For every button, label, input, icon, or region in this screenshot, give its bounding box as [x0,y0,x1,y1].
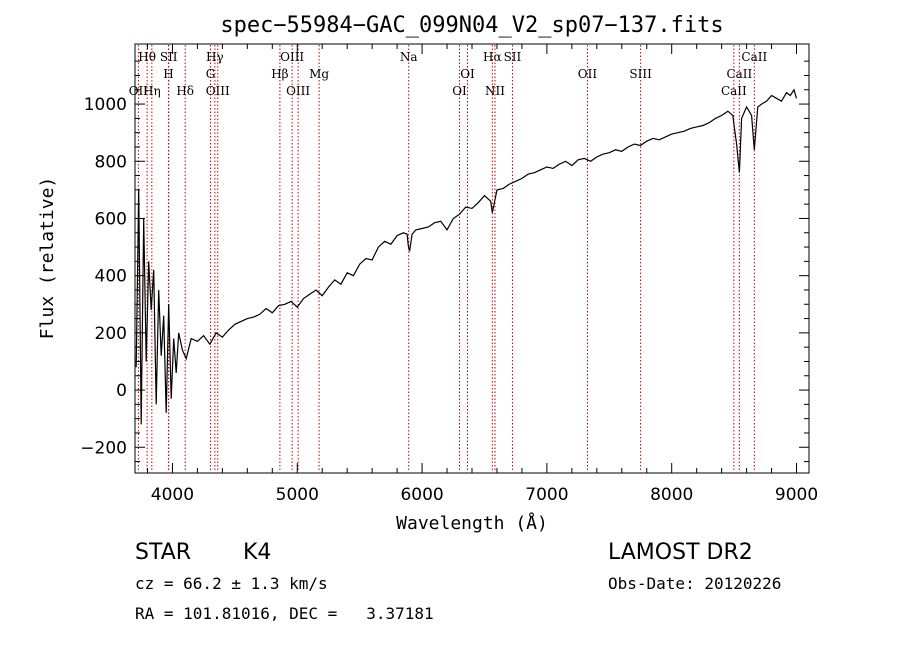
line-marker-label: CaⅠⅠ [726,67,752,81]
y-tick-label: −200 [80,438,127,458]
line-marker-label: Hγ [206,50,224,64]
line-marker-label: SⅠⅠ [160,50,178,64]
plot-frame [134,43,810,474]
line-marker-label: OⅠⅠⅠ [286,84,310,98]
line-marker-label: OⅠⅠⅠ [206,84,230,98]
spectrum-chart: spec−55984−GAC_099N04_V2_sp07−137.fits W… [37,13,818,534]
y-tick-label: 400 [95,267,127,287]
y-tick-label: 0 [116,381,127,401]
line-marker-label: H [163,67,173,81]
line-marker-label: CaⅠⅠ [721,84,747,98]
line-marker-label: G [206,67,216,81]
line-marker-label: Na [400,50,418,64]
line-marker-label: CaⅠⅠ [741,50,767,64]
line-marker-label: Hβ [271,67,288,81]
coords-line: RA = 101.81016, DEC = 3.37181 [135,604,434,623]
object-class: STAR [135,540,192,565]
line-marker-labels: OⅠⅠ Hθ Hη SⅠⅠ HHδ Hγ G OⅠⅠⅠ OⅠⅠⅠ Hβ OⅠⅠⅠ Mg Na OⅠ OⅠ Hα… [129,50,768,98]
y-tick-label: 800 [95,152,127,172]
redshift-line: cz = 66.2 ± 1.3 km/s [135,574,328,593]
y-tick-label: 1000 [84,95,127,115]
survey-label: LAMOST DR2 [608,540,753,565]
line-marker-label: NⅠⅠ [485,84,505,98]
spectrum-series [135,88,798,425]
x-tick-label: 8000 [650,485,693,505]
line-marker-label: SⅠⅠ [504,50,522,64]
object-subclass: K4 [243,540,272,565]
line-marker-label: Hδ [176,84,194,98]
line-marker-label: Hη [143,84,161,98]
axis-tick-labels: 4000 5000 6000 7000 8000 9000 −200 0 200 400 600 80… [80,95,818,505]
y-tick-label: 600 [95,209,127,229]
line-marker-label: OⅠ [452,84,467,98]
x-tick-label: 5000 [276,485,319,505]
obs-date-line: Obs-Date: 20120226 [608,574,782,593]
line-marker-label: OⅠ [460,67,475,81]
line-marker-label: Hθ [138,50,156,64]
axis-ticks [135,44,809,473]
x-tick-label: 6000 [400,485,443,505]
line-marker-label: Hα [483,50,502,64]
y-tick-label: 200 [95,324,127,344]
x-tick-label: 7000 [525,485,568,505]
x-tick-label: 4000 [151,485,194,505]
y-axis-label: Flux (relative) [37,177,58,340]
line-marker-label: OⅠⅠⅠ [280,50,304,64]
spectrum-line [135,88,798,425]
line-marker-label: SⅠⅠⅠ [629,67,652,81]
line-marker-label: Mg [309,67,329,81]
line-marker-label: OⅠⅠ [129,84,149,98]
line-markers [137,45,755,472]
chart-title: spec−55984−GAC_099N04_V2_sp07−137.fits [220,13,723,38]
x-axis-label: Wavelength (Å) [396,512,548,534]
line-marker-label: OⅠⅠ [578,67,598,81]
x-tick-label: 9000 [775,485,818,505]
